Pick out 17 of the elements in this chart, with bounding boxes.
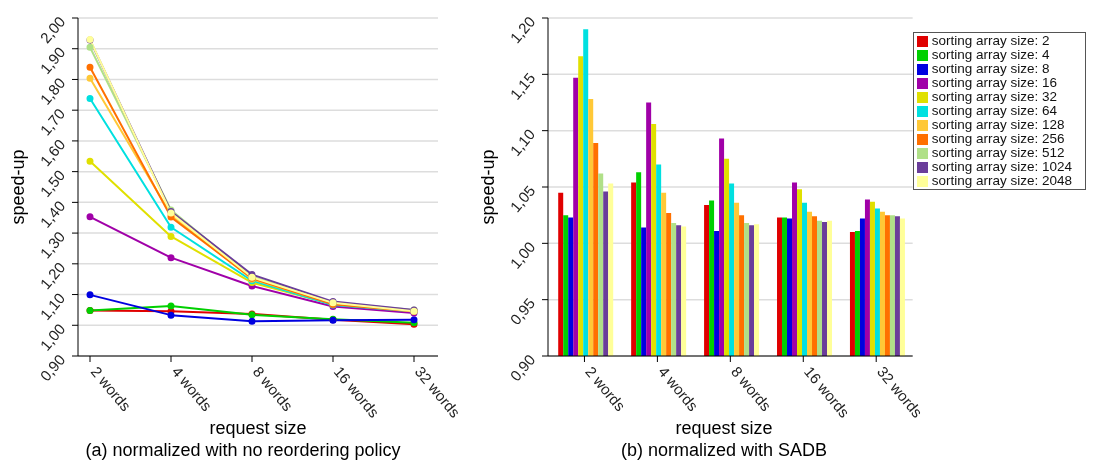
legend-label: sorting array size: 8	[931, 61, 1050, 76]
text: (a) normalized with no reordering policy	[84, 440, 402, 461]
legend-label: sorting array size: 1024	[931, 159, 1072, 174]
y-axis-title: speed-up	[8, 149, 29, 225]
x-axis-title: request size	[675, 418, 773, 438]
legend-label: sorting array size: 2	[931, 33, 1050, 48]
legend-label: sorting array size: 128	[931, 117, 1065, 132]
legend-label: sorting array size: 2048	[931, 173, 1072, 188]
text: (b) normalized with SADB	[619, 440, 829, 461]
legend-label: sorting array size: 512	[931, 145, 1065, 160]
legend-label: sorting array size: 64	[931, 103, 1057, 118]
legend-label: sorting array size: 16	[931, 75, 1057, 90]
legend-label: sorting array size: 256	[931, 131, 1065, 146]
y-axis-title: speed-up	[478, 149, 499, 225]
legend-label: sorting array size: 4	[931, 47, 1050, 62]
legend-label: sorting array size: 32	[931, 89, 1057, 104]
x-axis-title: request size	[209, 418, 307, 438]
